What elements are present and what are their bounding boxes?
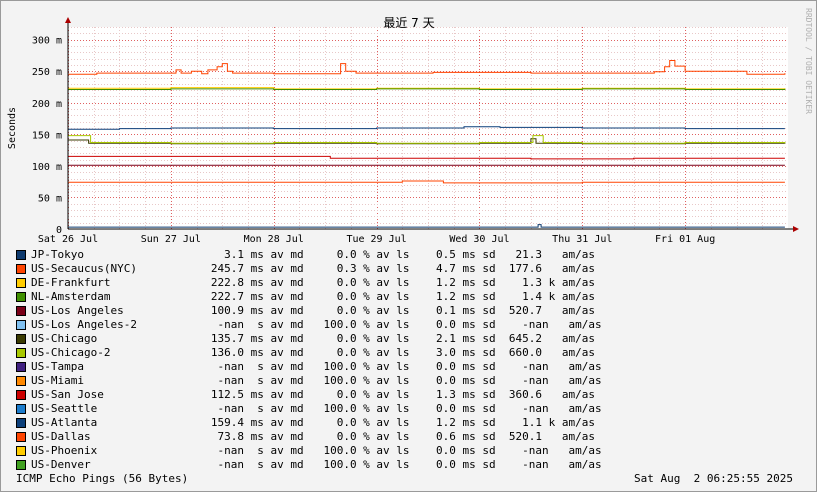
legend-stats: -nan s av md 100.0 % av ls 0.0 ms sd -na…	[191, 318, 602, 331]
legend-swatch	[16, 334, 26, 344]
x-tick-label: Tue 29 Jul	[346, 234, 406, 245]
legend-series-name: US-Tampa	[31, 360, 84, 373]
legend-series-name: US-Dallas	[31, 430, 91, 443]
legend-series-name: US-Los Angeles-2	[31, 318, 137, 331]
legend-series-name: US-Denver	[31, 458, 91, 471]
legend-series-name: JP-Tokyo	[31, 248, 84, 261]
legend-swatch	[16, 432, 26, 442]
latency-chart: 0 50 m 100 m 150 m 200 m 250 m 300 m Sat 26 Ju…	[7, 8, 813, 245]
legend-series-name: US-Chicago-2	[31, 346, 111, 359]
x-tick-label: Fri 01 Aug	[655, 234, 715, 245]
x-tick-label: Mon 28 Jul	[244, 234, 304, 245]
legend-swatch	[16, 250, 26, 260]
series-line-10	[68, 155, 785, 160]
legend-series-name: NL-Amsterdam	[31, 290, 111, 303]
x-tick-label: Sun 27 Jul	[141, 234, 201, 245]
legend-series-name: US-San Jose	[31, 388, 104, 401]
y-tick-label: 0	[56, 225, 62, 236]
legend-stats: 135.7 ms av md 0.0 % av ls 2.1 ms sd 645…	[191, 332, 595, 345]
legend-swatch	[16, 264, 26, 274]
legend-series-name: US-Atlanta	[31, 416, 98, 429]
legend-swatch	[16, 404, 26, 414]
legend-stats: 222.8 ms av md 0.0 % av ls 1.2 ms sd 1.3…	[191, 276, 595, 289]
series-line-12	[68, 126, 785, 130]
x-tick-label: Thu 31 Jul	[552, 234, 612, 245]
legend-series-name: US-Chicago	[31, 332, 98, 345]
series-line-7	[68, 135, 786, 144]
y-tick-label: 200 m	[32, 99, 62, 110]
legend-stats: 222.7 ms av md 0.0 % av ls 1.2 ms sd 1.4…	[191, 290, 595, 303]
legend-swatch	[16, 376, 26, 386]
footer-timestamp: Sat Aug 2 06:25:55 2025	[634, 472, 793, 485]
legend-series-name: DE-Frankfurt	[31, 276, 111, 289]
legend-stats: -nan s av md 100.0 % av ls 0.0 ms sd -na…	[191, 402, 602, 415]
legend-stats: 159.4 ms av md 0.0 % av ls 1.2 ms sd 1.1…	[191, 416, 595, 429]
legend-series-name: US-Miami	[31, 374, 84, 387]
x-tick-labels: Sat 26 Jul Sun 27 Jul Mon 28 Jul Tue 29 Jul…	[38, 234, 715, 245]
legend-stats: -nan s av md 100.0 % av ls 0.0 ms sd -na…	[191, 374, 602, 387]
legend-stats: -nan s av md 100.0 % av ls 0.0 ms sd -na…	[191, 458, 602, 471]
y-tick-label: 150 m	[32, 130, 62, 141]
legend-stats: 112.5 ms av md 0.0 % av ls 1.3 ms sd 360…	[191, 388, 595, 401]
axes	[65, 17, 799, 232]
legend-swatch	[16, 446, 26, 456]
legend-stats: 100.9 ms av md 0.0 % av ls 0.1 ms sd 520…	[191, 304, 595, 317]
x-tick-label: Sat 26 Jul	[38, 234, 98, 245]
y-axis-label: Seconds	[7, 107, 18, 149]
y-tick-labels: 0 50 m 100 m 150 m 200 m 250 m 300 m	[32, 36, 62, 236]
grid	[68, 27, 788, 229]
legend-series-name: US-Phoenix	[31, 444, 98, 457]
legend-series-name: US-Secaucus(NYC)	[31, 262, 137, 275]
y-tick-label: 100 m	[32, 162, 62, 173]
x-tick-label: Wed 30 Jul	[449, 234, 509, 245]
footer-caption: ICMP Echo Pings (56 Bytes)	[16, 472, 189, 485]
legend-swatch	[16, 292, 26, 302]
legend-swatch	[16, 348, 26, 358]
legend-swatch	[16, 390, 26, 400]
y-tick-label: 300 m	[32, 36, 62, 47]
legend-series-name: US-Los Angeles	[31, 304, 124, 317]
legend-stats: 136.0 ms av md 0.0 % av ls 3.0 ms sd 660…	[191, 346, 595, 359]
legend-series-name: US-Seattle	[31, 402, 98, 415]
legend-stats: 245.7 ms av md 0.3 % av ls 4.7 ms sd 177…	[191, 262, 595, 275]
legend-stats: -nan s av md 100.0 % av ls 0.0 ms sd -na…	[191, 360, 602, 373]
legend-swatch	[16, 278, 26, 288]
chart-title: 最近 7 天	[383, 16, 434, 30]
series-line-1	[68, 60, 786, 75]
y-tick-label: 50 m	[38, 193, 62, 204]
series-line-13	[68, 180, 785, 184]
legend-stats: -nan s av md 100.0 % av ls 0.0 ms sd -na…	[191, 444, 602, 457]
legend-stats: 73.8 ms av md 0.0 % av ls 0.6 ms sd 520.…	[191, 430, 595, 443]
legend-stats: 3.1 ms av md 0.0 % av ls 0.5 ms sd 21.3 …	[191, 248, 595, 261]
legend-swatch	[16, 418, 26, 428]
series-line-3	[68, 88, 786, 90]
series-lines	[68, 60, 786, 228]
legend-swatch	[16, 306, 26, 316]
series-line-0	[68, 224, 785, 228]
x-axis-arrow	[793, 226, 799, 232]
y-tick-label: 250 m	[32, 67, 62, 78]
legend-swatch	[16, 362, 26, 372]
rrdtool-watermark: RRDTOOL / TOBI OETIKER	[804, 8, 813, 114]
legend-swatch	[16, 460, 26, 470]
y-axis-arrow	[65, 17, 71, 23]
legend-swatch	[16, 320, 26, 330]
